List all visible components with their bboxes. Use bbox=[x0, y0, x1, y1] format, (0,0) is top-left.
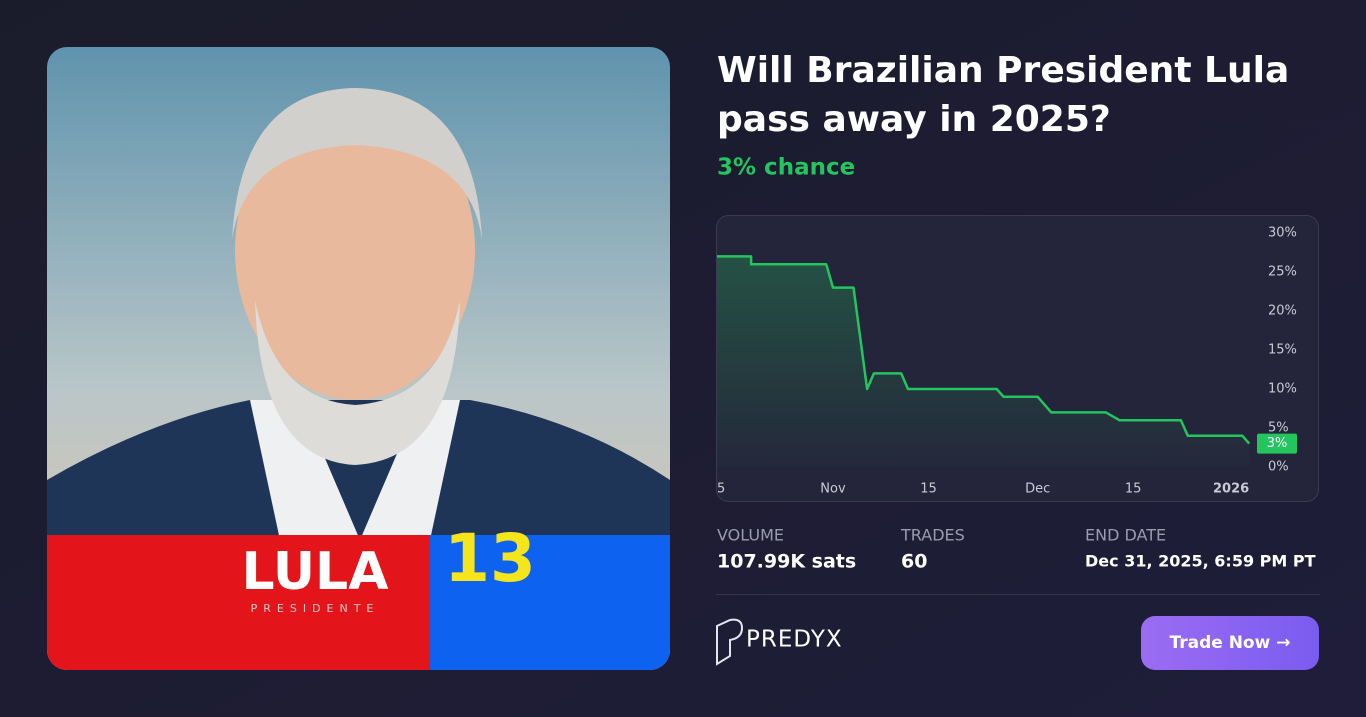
x-tick-label: 15 bbox=[920, 482, 937, 497]
x-tick-label: Nov bbox=[820, 482, 846, 497]
hair bbox=[232, 88, 482, 240]
line bbox=[717, 255, 1251, 445]
trade-button[interactable]: Trade Now → bbox=[1141, 616, 1319, 670]
logo-text: PREDYX bbox=[746, 627, 843, 653]
stat-value: Dec 31, 2025, 6:59 PM PT bbox=[1085, 552, 1316, 571]
title: Will Brazilian President Lula bbox=[717, 50, 1289, 91]
trade-button-bg[interactable] bbox=[1141, 616, 1319, 670]
stat-value: 107.99K sats bbox=[717, 551, 856, 573]
y-tick-label: 5% bbox=[1268, 421, 1289, 436]
y-tick-label: 20% bbox=[1268, 304, 1297, 319]
x-tick-label: 15 bbox=[1125, 482, 1142, 497]
photo: LULA PRESIDENTE 13 bbox=[47, 47, 670, 670]
value-label: 3% bbox=[1267, 436, 1288, 451]
photo-subtitle: PRESIDENTE bbox=[251, 602, 380, 615]
title: pass away in 2025? bbox=[717, 99, 1111, 140]
y-tick-label: 30% bbox=[1268, 226, 1297, 241]
stat-value: 60 bbox=[901, 551, 927, 573]
photo-number: 13 bbox=[444, 520, 536, 597]
y-tick-label: 25% bbox=[1268, 265, 1297, 280]
y-tick-label: 15% bbox=[1268, 343, 1297, 358]
y-tick-label: 0% bbox=[1268, 460, 1289, 475]
chart: 0% 5% 10% 15% 20% 25% 30% 5 Nov 15 Dec 15 2026 3% bbox=[717, 226, 1297, 497]
x-tick-label: Dec bbox=[1025, 482, 1050, 497]
stat-label: END DATE bbox=[1085, 526, 1166, 545]
logo-mark bbox=[716, 618, 744, 666]
photo-name: LULA bbox=[242, 542, 389, 602]
x-tick-label: 2026 bbox=[1213, 482, 1249, 497]
face bbox=[235, 100, 475, 400]
value-badge bbox=[1257, 433, 1297, 454]
chance: 3% chance bbox=[717, 155, 855, 181]
x-tick-label: 5 bbox=[717, 482, 725, 497]
y-tick-label: 10% bbox=[1268, 382, 1297, 397]
beard bbox=[255, 300, 460, 465]
banner-red bbox=[47, 535, 430, 670]
trade-button-label[interactable]: Trade Now → bbox=[1170, 633, 1291, 653]
suit bbox=[47, 400, 670, 560]
stat-label: TRADES bbox=[900, 526, 965, 545]
banner-blue bbox=[430, 535, 670, 670]
stat-label: VOLUME bbox=[717, 526, 784, 545]
logo: PREDYX bbox=[716, 618, 843, 666]
area bbox=[717, 256, 1250, 467]
